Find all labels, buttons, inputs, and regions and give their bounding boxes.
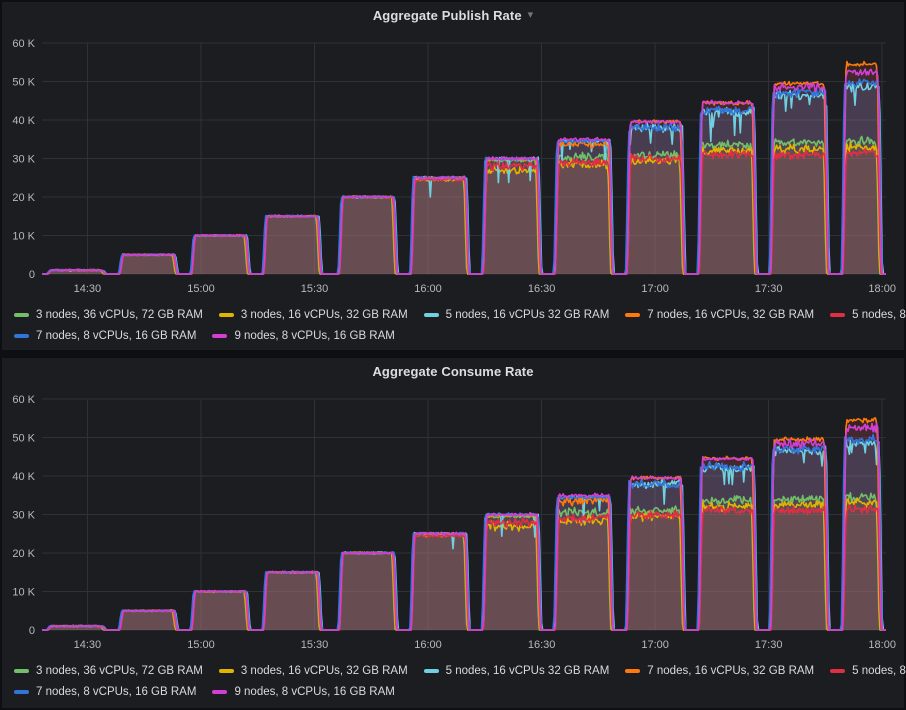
publish-chart-legend: 3 nodes, 36 vCPUs, 72 GB RAM 3 nodes, 16 … [2,300,906,346]
panel-header[interactable]: Aggregate Publish Rate ▾ [2,2,904,28]
legend-item[interactable]: 7 nodes, 8 vCPUs, 16 GB RAM [14,686,196,698]
y-axis-tick-label: 20 K [12,548,35,560]
series-area-5 [42,434,886,630]
legend-swatch-icon [218,312,234,317]
legend-item-label: 9 nodes, 8 vCPUs, 16 GB RAM [234,685,395,698]
y-axis-tick-label: 20 K [12,192,35,204]
legend-swatch-icon [423,312,439,317]
y-axis-tick-label: 60 K [12,38,35,50]
legend-row: 7 nodes, 8 vCPUs, 16 GB RAM 9 nodes, 8 vC… [14,681,898,702]
y-axis-tick-label: 50 K [12,77,35,89]
legend-item-label: 7 nodes, 8 vCPUs, 16 GB RAM [36,329,197,342]
x-axis-tick-label: 18:00 [868,283,896,295]
panel-menu-caret-icon[interactable]: ▾ [527,8,534,21]
legend-item[interactable]: 5 nodes, 16 vCPUs 32 GB RAM [423,308,610,321]
legend-item-label: 5 nodes, 8 vCPUs, 16 GB RAM [852,664,906,677]
publish-rate-chart[interactable]: 0 10 K 20 K 30 K 40 K 50 K 60 K 14:30 15:00 15:30… [2,28,904,300]
legend-item[interactable]: 3 nodes, 36 vCPUs, 72 GB RAM [14,309,203,321]
series-area-1 [42,141,886,274]
legend-item-label: 7 nodes, 8 vCPUs, 16 GB RAM [36,685,197,698]
x-axis-tick-label: 18:00 [868,639,896,651]
legend-row: 7 nodes, 8 vCPUs, 16 GB RAM 9 nodes, 8 vC… [14,325,898,346]
series-area-3 [42,61,886,274]
x-axis-tick-label: 14:30 [74,639,102,651]
series-area-4 [42,505,886,630]
legend-item[interactable]: 3 nodes, 36 vCPUs, 72 GB RAM [14,665,203,677]
x-axis-tick-label: 15:00 [187,283,215,295]
legend-swatch-icon [423,668,439,673]
legend-item-label: 5 nodes, 16 vCPUs 32 GB RAM [445,308,610,321]
legend-swatch-icon [625,312,641,317]
panel-aggregate-consume-rate: Aggregate Consume Rate ▾ 0 10 K 20 K 30 K 40… [2,358,906,708]
legend-item[interactable]: 7 nodes, 16 vCPUs, 32 GB RAM [625,309,814,321]
consume-rate-chart[interactable]: 0 10 K 20 K 30 K 40 K 50 K 60 K 14:30 15:00 15:30… [2,384,904,656]
legend-item[interactable]: 9 nodes, 8 vCPUs, 16 GB RAM [212,685,395,698]
series-area-6 [42,423,886,630]
legend-item[interactable]: 9 nodes, 8 vCPUs, 16 GB RAM [212,329,395,342]
x-axis-tick-label: 15:30 [301,639,329,651]
x-axis-tick-label: 15:30 [301,283,329,295]
series-line-6[interactable] [42,68,887,275]
legend-item[interactable]: 5 nodes, 8 vCPUs, 16 GB RAM [830,309,906,321]
legend-item[interactable]: 7 nodes, 8 vCPUs, 16 GB RAM [14,330,196,342]
y-axis-tick-label: 10 K [12,587,35,599]
legend-item-label: 5 nodes, 8 vCPUs, 16 GB RAM [852,308,906,321]
y-axis-tick-label: 50 K [12,433,35,445]
y-axis-tick-label: 40 K [12,471,35,483]
legend-swatch-icon [14,333,29,338]
panel-title[interactable]: Aggregate Publish Rate [372,7,522,23]
legend-swatch-icon [625,668,641,673]
legend-item[interactable]: 3 nodes, 16 vCPUs, 32 GB RAM [218,308,408,321]
y-axis-tick-label: 30 K [12,510,35,522]
legend-item-label: 3 nodes, 36 vCPUs, 72 GB RAM [36,308,203,321]
x-axis-tick-label: 15:00 [187,639,215,651]
legend-row: 3 nodes, 36 vCPUs, 72 GB RAM 3 nodes, 16 … [14,660,906,681]
y-axis-tick-label: 40 K [12,115,35,127]
series-area-3 [42,417,886,630]
legend-swatch-icon [14,689,29,694]
legend-item[interactable]: 7 nodes, 16 vCPUs, 32 GB RAM [625,665,814,677]
consume-chart-legend: 3 nodes, 36 vCPUs, 72 GB RAM 3 nodes, 16 … [2,656,906,702]
x-axis-tick-label: 17:30 [755,283,783,295]
legend-swatch-icon [212,689,228,694]
panel-header[interactable]: Aggregate Consume Rate ▾ [2,358,904,384]
y-axis-tick-label: 10 K [12,231,35,243]
legend-item[interactable]: 3 nodes, 16 vCPUs, 32 GB RAM [218,664,408,677]
x-axis-tick-label: 17:00 [641,639,669,651]
legend-item-label: 9 nodes, 8 vCPUs, 16 GB RAM [234,329,395,342]
y-axis-tick-label: 30 K [12,154,35,166]
panel-title[interactable]: Aggregate Consume Rate [372,363,534,379]
legend-item-label: 3 nodes, 36 vCPUs, 72 GB RAM [36,664,203,677]
legend-swatch-icon [14,668,29,673]
x-axis-tick-label: 17:30 [755,639,783,651]
legend-item-label: 3 nodes, 16 vCPUs, 32 GB RAM [240,308,408,321]
legend-swatch-icon [830,312,846,317]
x-axis-tick-label: 14:30 [74,283,102,295]
x-axis-tick-label: 16:00 [414,639,442,651]
series-area-5 [42,79,886,274]
series-area-6 [42,69,886,274]
x-axis-tick-label: 16:00 [414,283,442,295]
y-axis-tick-label: 0 [29,269,35,281]
legend-swatch-icon [218,668,234,673]
legend-item[interactable]: 5 nodes, 8 vCPUs, 16 GB RAM [830,665,906,677]
x-axis-tick-label: 16:30 [528,283,556,295]
panel-aggregate-publish-rate: Aggregate Publish Rate ▾ 0 10 K 20 K 30 K 40… [2,2,906,350]
x-axis-tick-label: 16:30 [528,639,556,651]
legend-item-label: 7 nodes, 16 vCPUs, 32 GB RAM [647,308,815,321]
legend-item-label: 5 nodes, 16 vCPUs 32 GB RAM [445,664,610,677]
legend-item-label: 7 nodes, 16 vCPUs, 32 GB RAM [647,664,815,677]
y-axis-tick-label: 0 [29,625,35,637]
legend-row: 3 nodes, 36 vCPUs, 72 GB RAM 3 nodes, 16 … [14,304,906,325]
legend-swatch-icon [212,333,228,338]
series-area-4 [42,148,886,274]
legend-swatch-icon [14,312,29,317]
legend-item[interactable]: 5 nodes, 16 vCPUs 32 GB RAM [423,664,610,677]
x-axis-tick-label: 17:00 [641,283,669,295]
legend-swatch-icon [830,668,846,673]
series-line-6[interactable] [42,422,887,631]
y-axis-tick-label: 60 K [12,394,35,406]
legend-item-label: 3 nodes, 16 vCPUs, 32 GB RAM [240,664,408,677]
